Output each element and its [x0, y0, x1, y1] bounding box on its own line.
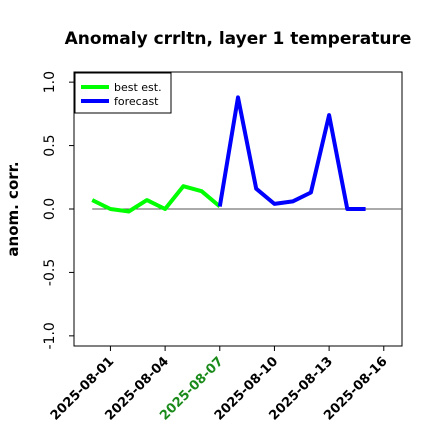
y-tick-label: 0.5: [42, 134, 58, 156]
y-tick-label: -0.5: [42, 259, 58, 286]
y-tick-label: 0.0: [42, 198, 58, 220]
y-tick-label: -1.0: [42, 322, 58, 349]
legend-box: [74, 72, 172, 114]
y-tick-label: 1.0: [42, 71, 58, 93]
legend-label-best-est: best est.: [114, 81, 162, 94]
legend-label-forecast: forecast: [114, 95, 159, 108]
series-line-forecast: [217, 95, 366, 211]
y-axis-label: anom. corr.: [4, 161, 22, 256]
x-axis: 2025-08-012025-08-042025-08-072025-08-10…: [48, 346, 391, 424]
chart-title: Anomaly crrltn, layer 1 temperature: [65, 29, 412, 49]
series-layer: [91, 95, 366, 214]
series-line-best-est: [91, 184, 222, 214]
y-axis: -1.0 -0.5 0.0 0.5 1.0: [42, 71, 74, 350]
legend: best est. forecast: [74, 72, 172, 114]
